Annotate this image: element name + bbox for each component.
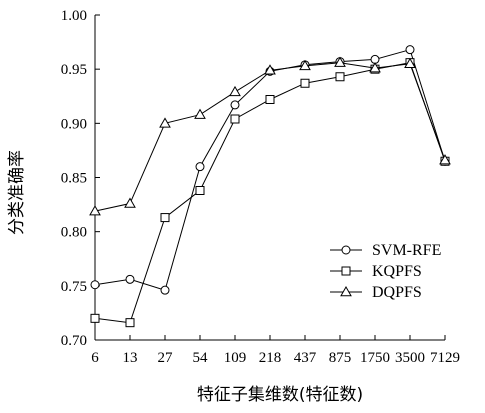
x-tick-label: 875: [329, 350, 352, 366]
data-point-svm-rfe: [160, 285, 170, 295]
y-tick-label: 0.70: [61, 333, 87, 349]
x-tick-label: 27: [158, 350, 174, 366]
data-point-dqpfs: [229, 85, 241, 97]
data-point-svm-rfe: [195, 162, 205, 172]
x-tick-label: 6: [91, 350, 99, 366]
data-point-kqpfs: [335, 72, 345, 82]
legend-item-svm-rfe: SVM-RFE: [330, 242, 441, 259]
legend-marker-kqpfs: [341, 266, 351, 276]
data-point-dqpfs: [334, 56, 346, 67]
series-layer: [89, 45, 451, 328]
x-axis-title: 特征子集维数(特征数): [197, 385, 363, 405]
data-point-kqpfs: [300, 78, 310, 88]
y-tick-label: 0.90: [61, 116, 87, 132]
y-tick-label: 0.95: [61, 62, 87, 78]
x-tick-label: 109: [224, 350, 247, 366]
series-line-dqpfs: [94, 62, 446, 212]
data-point-dqpfs: [439, 154, 451, 165]
data-point-kqpfs: [265, 95, 275, 104]
data-point-svm-rfe: [90, 280, 100, 290]
legend-marker-svm-rfe: [341, 245, 351, 255]
x-tick-label: 1750: [360, 350, 390, 366]
data-point-dqpfs: [264, 64, 276, 75]
data-point-kqpfs: [195, 186, 205, 195]
x-tick-label: 7129: [430, 350, 460, 366]
data-point-kqpfs: [230, 114, 240, 124]
data-point-dqpfs: [194, 108, 206, 119]
legend-marker-dqpfs: [340, 285, 352, 297]
data-point-kqpfs: [90, 313, 100, 323]
y-tick-label: 1.00: [61, 8, 87, 24]
data-point-svm-rfe: [125, 274, 135, 284]
data-point-kqpfs: [125, 318, 135, 328]
x-tick-label: 3500: [395, 350, 425, 366]
legend: SVM-RFE KQPFS DQPFS: [330, 242, 441, 301]
x-ticks: 6 13 27 54 109 218 437 875 1750 3500 7129: [91, 335, 460, 366]
y-tick-label: 0.75: [61, 279, 87, 295]
series-dqpfs: [89, 56, 451, 216]
data-point-svm-rfe: [230, 100, 240, 110]
legend-item-dqpfs: DQPFS: [330, 284, 422, 301]
y-tick-label: 0.80: [61, 225, 87, 241]
y-ticks: 0.70 0.75 0.80 0.85 0.90 0.95 1.00: [61, 8, 100, 349]
data-point-dqpfs: [89, 205, 101, 216]
legend-label: KQPFS: [372, 263, 422, 280]
x-tick-label: 13: [123, 350, 138, 366]
data-point-dqpfs: [124, 197, 136, 208]
data-point-dqpfs: [404, 57, 416, 68]
y-axis-title: 分类准确率: [7, 150, 27, 235]
data-point-svm-rfe: [405, 45, 415, 55]
x-tick-label: 218: [259, 350, 282, 366]
data-point-dqpfs: [369, 62, 381, 73]
legend-item-kqpfs: KQPFS: [330, 263, 422, 280]
legend-label: DQPFS: [372, 284, 422, 301]
data-point-kqpfs: [160, 213, 170, 223]
x-tick-label: 437: [294, 350, 317, 366]
x-tick-label: 54: [193, 350, 209, 366]
legend-label: SVM-RFE: [372, 242, 441, 259]
data-point-dqpfs: [299, 59, 311, 71]
data-point-dqpfs: [159, 117, 171, 128]
y-tick-label: 0.85: [61, 171, 87, 187]
